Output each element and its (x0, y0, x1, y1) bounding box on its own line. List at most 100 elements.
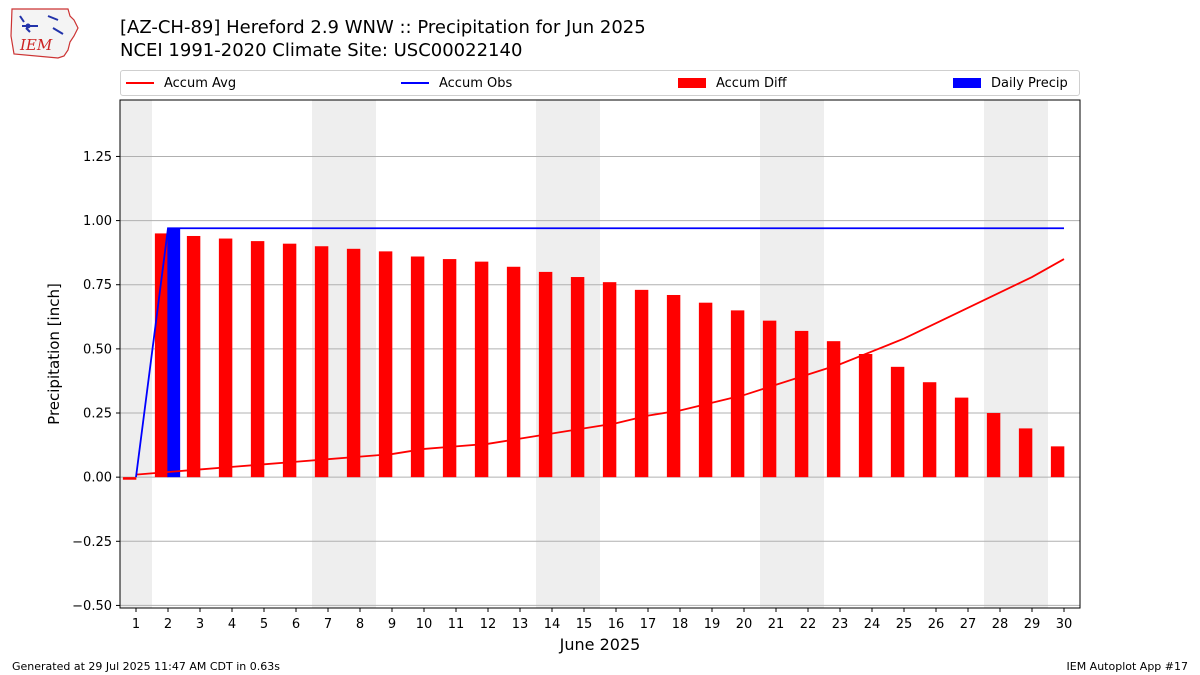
x-tick-label: 7 (324, 617, 332, 632)
weekend-band (984, 100, 1048, 608)
x-tick-label: 13 (512, 617, 529, 632)
legend-label: Accum Obs (439, 75, 513, 91)
lines (135, 227, 1065, 478)
x-tick-label: 12 (480, 617, 497, 632)
accum-diff-bar (314, 246, 329, 478)
accum-diff-bar (154, 233, 169, 478)
accum-avg-line (135, 258, 1065, 476)
legend-item-accum-avg: Accum Avg (126, 71, 236, 95)
x-tick-label: 4 (228, 617, 236, 632)
plot-frame (119, 99, 1081, 609)
accum-diff-bar (794, 330, 809, 478)
blue-line-swatch-icon (401, 82, 429, 84)
y-axis-ticks: −0.50 −0.25 0.00 0.25 0.50 0.75 1.00 1.25 (72, 150, 120, 614)
accum-diff-bar (346, 248, 361, 478)
x-tick-label: 27 (960, 617, 977, 632)
daily-precip-bar (167, 228, 181, 478)
iowa-map-icon: IEM (10, 8, 79, 59)
x-tick-label: 17 (640, 617, 657, 632)
x-tick-label: 14 (544, 617, 561, 632)
x-tick-label: 2 (164, 617, 172, 632)
legend-label: Accum Diff (716, 75, 787, 91)
x-tick-label: 10 (416, 617, 433, 632)
bars (122, 228, 1065, 480)
accum-diff-bar (1018, 428, 1033, 478)
x-tick-label: 9 (388, 617, 396, 632)
svg-text:IEM: IEM (19, 36, 53, 54)
y-tick-label: −0.50 (72, 599, 112, 614)
accum-diff-bar (698, 302, 713, 478)
red-bar-swatch-icon (678, 78, 706, 88)
x-tick-label: 22 (800, 617, 817, 632)
y-tick-label: 0.50 (83, 342, 112, 357)
legend-item-daily-precip: Daily Precip (953, 71, 1068, 95)
accum-diff-bar (122, 477, 137, 480)
accum-diff-bar (826, 341, 841, 478)
x-tick-label: 29 (1024, 617, 1041, 632)
x-tick-label: 19 (704, 617, 721, 632)
x-tick-label: 6 (292, 617, 300, 632)
x-tick-label: 18 (672, 617, 689, 632)
x-tick-label: 5 (260, 617, 268, 632)
y-tick-label: 0.25 (83, 407, 112, 422)
x-axis-ticks: 1 2 3 4 5 6 7 8 9 10 11 12 13 14 15 16 17 18 19 20 21 22 23 24 2… (132, 608, 1072, 632)
legend-label: Accum Avg (164, 75, 237, 91)
x-tick-label: 21 (768, 617, 785, 632)
footer-generated: Generated at 29 Jul 2025 11:47 AM CDT in… (12, 660, 280, 673)
y-tick-label: 1.25 (83, 150, 112, 165)
x-tick-label: 8 (356, 617, 364, 632)
y-tick-label: 0.00 (83, 471, 112, 486)
weekend-band (120, 100, 152, 608)
red-line-swatch-icon (126, 82, 154, 84)
iem-logo: IEM (8, 6, 80, 64)
x-tick-label: 3 (196, 617, 204, 632)
legend-item-accum-diff: Accum Diff (678, 71, 787, 95)
blue-bar-swatch-icon (953, 78, 981, 88)
accum-diff-bar (666, 294, 681, 478)
x-tick-label: 15 (576, 617, 593, 632)
weekend-shading (120, 100, 1048, 608)
chart-subtitle: NCEI 1991-2020 Climate Site: USC00022140 (120, 40, 523, 61)
x-tick-label: 24 (864, 617, 881, 632)
accum-obs-line (135, 227, 1064, 478)
accum-diff-bar (474, 261, 489, 478)
accum-diff-bar (218, 238, 233, 478)
accum-diff-bar (1050, 446, 1065, 478)
accum-diff-bar (762, 320, 777, 478)
x-tick-label: 26 (928, 617, 945, 632)
accum-diff-bar (730, 310, 745, 478)
y-axis-label: Precipitation [inch] (45, 283, 63, 425)
x-tick-label: 23 (832, 617, 849, 632)
accum-diff-bar (890, 366, 905, 478)
accum-diff-bar (954, 397, 969, 478)
x-tick-label: 25 (896, 617, 913, 632)
accum-diff-bar (922, 382, 937, 478)
chart-legend: Accum Avg Accum Obs Accum Diff Daily Pre… (120, 70, 1080, 96)
x-tick-label: 28 (992, 617, 1009, 632)
accum-diff-bar (538, 271, 553, 478)
accum-diff-bar (282, 243, 297, 478)
accum-diff-bar (378, 251, 393, 478)
x-tick-label: 30 (1056, 617, 1073, 632)
accum-diff-bar (506, 266, 521, 478)
accum-diff-bar (410, 256, 425, 478)
x-tick-label: 1 (132, 617, 140, 632)
x-axis-label: June 2025 (559, 635, 641, 654)
accum-diff-bar (986, 413, 1001, 478)
accum-diff-bar (858, 354, 873, 478)
y-tick-label: 0.75 (83, 278, 112, 293)
accum-diff-bar (186, 235, 201, 478)
y-tick-label: −0.25 (72, 535, 112, 550)
chart-title: [AZ-CH-89] Hereford 2.9 WNW :: Precipita… (120, 17, 646, 38)
accum-diff-bar (570, 277, 585, 478)
legend-item-accum-obs: Accum Obs (401, 71, 512, 95)
x-tick-label: 16 (608, 617, 625, 632)
accum-diff-bar (250, 241, 265, 478)
footer-app: IEM Autoplot App #17 (1066, 660, 1189, 673)
accum-diff-bar (442, 259, 457, 478)
y-gridlines (120, 155, 1080, 606)
accum-diff-bar (634, 289, 649, 478)
x-tick-label: 20 (736, 617, 753, 632)
accum-diff-bar (602, 282, 617, 478)
